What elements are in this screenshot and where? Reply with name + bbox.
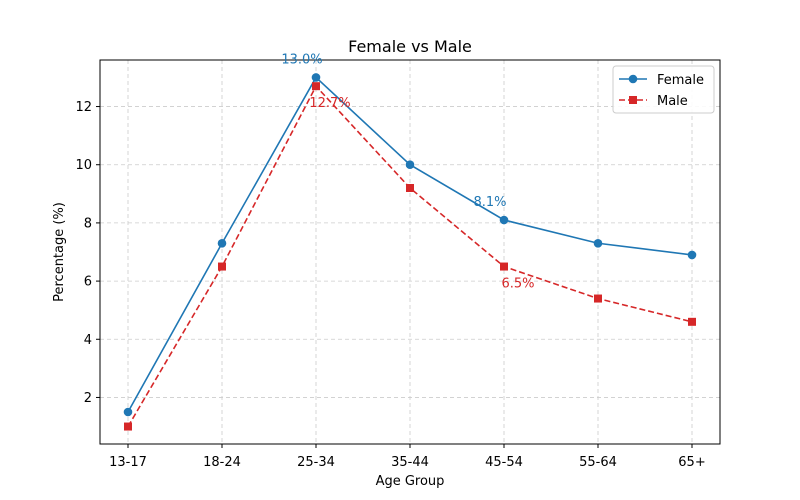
y-tick-label: 10: [75, 158, 92, 173]
x-tick-label: 55-64: [579, 455, 617, 470]
female-data-point: [687, 250, 697, 260]
data-label: 13.0%: [281, 52, 322, 67]
female-data-point: [405, 160, 415, 170]
legend-male-marker: [629, 96, 637, 104]
female-data-point: [123, 407, 133, 417]
x-tick-label: 45-54: [485, 455, 523, 470]
x-tick-label: 13-17: [109, 455, 147, 470]
x-tick-label: 65+: [678, 455, 705, 470]
x-tick-label: 35-44: [391, 455, 429, 470]
y-axis-title: Percentage (%): [52, 202, 67, 302]
annotations: 13.0% 12.7% 8.1% 6.5%: [281, 52, 534, 291]
x-axis-title: Age Group: [376, 474, 445, 489]
legend-female-label: Female: [657, 73, 704, 88]
axes: 13-17 18-24 25-34 35-44 45-54 55-64 65+ 2 4 6 8 10 1…: [75, 100, 705, 470]
x-tick-label: 25-34: [297, 455, 335, 470]
male-data-point: [594, 294, 602, 303]
legend-box: [612, 65, 715, 114]
data-label: 6.5%: [501, 277, 534, 292]
y-tick-label: 2: [84, 391, 92, 406]
male-data-point: [312, 82, 320, 91]
legend-male-label: Male: [657, 94, 688, 109]
data-label: 8.1%: [473, 195, 506, 210]
female-data-point: [499, 215, 509, 225]
chart-title: Female vs Male: [348, 37, 472, 56]
x-tick-label: 18-24: [203, 455, 241, 470]
female-data-point: [593, 238, 603, 248]
female-data-point: [217, 238, 227, 248]
legend-female-marker: [628, 74, 638, 84]
male-data-point: [124, 422, 132, 431]
data-label: 12.7%: [309, 96, 350, 111]
male-data-point: [406, 184, 414, 192]
male-data-point: [218, 262, 226, 271]
male-data-point: [688, 317, 696, 326]
y-tick-label: 6: [84, 275, 92, 290]
series-layer: [123, 73, 697, 431]
female-data-point: [311, 73, 321, 82]
legend: Female Male: [612, 65, 715, 114]
y-tick-label: 12: [75, 100, 92, 115]
y-tick-label: 8: [84, 216, 92, 231]
y-tick-label: 4: [84, 333, 92, 348]
male-data-point: [500, 262, 508, 271]
